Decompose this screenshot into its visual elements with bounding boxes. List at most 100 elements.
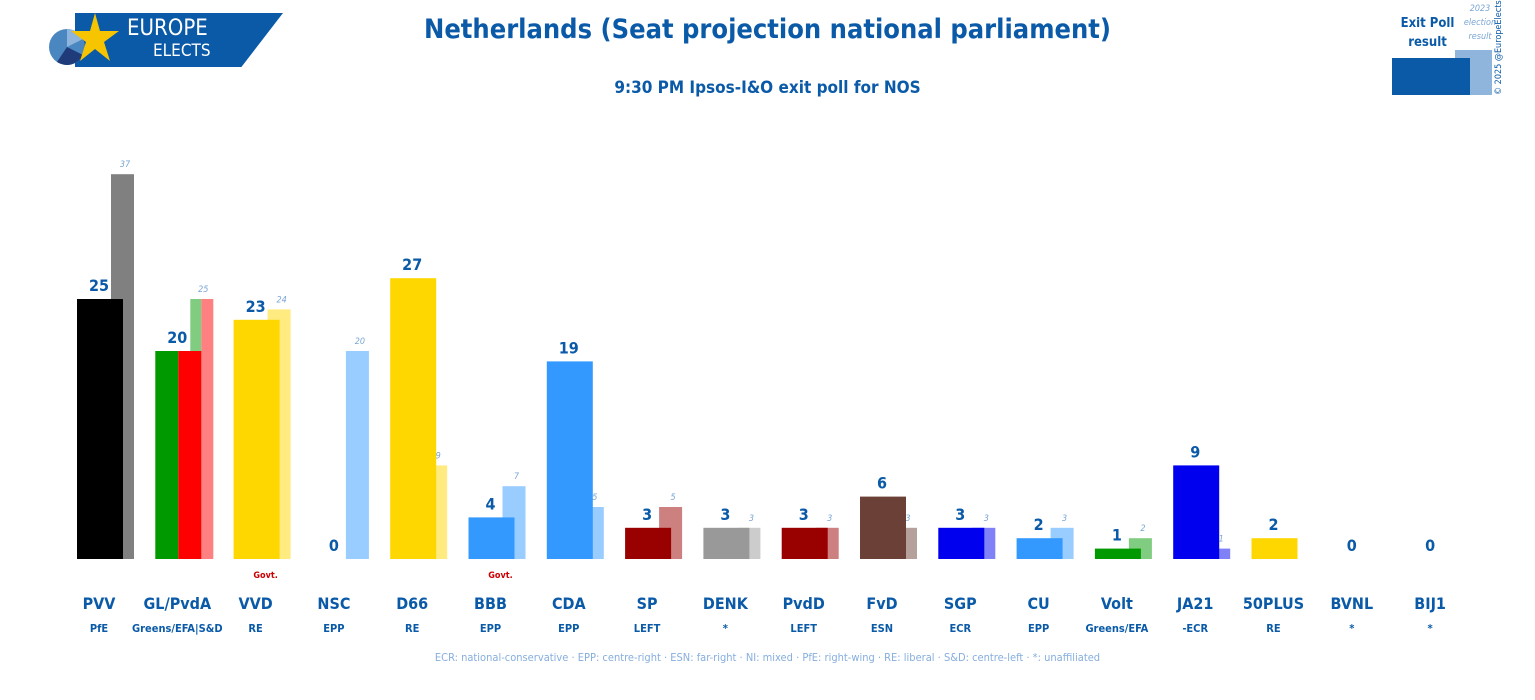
group-label: EPP bbox=[558, 622, 579, 635]
exit-bar-DENK bbox=[703, 527, 750, 559]
group-label: ESN bbox=[871, 622, 893, 635]
footnote: ECR: national-conservative · EPP: centre… bbox=[434, 651, 1101, 664]
exit-value-label: 0 bbox=[329, 536, 339, 555]
exit-bar-SP bbox=[625, 527, 672, 559]
exit-bar-VVD bbox=[233, 319, 280, 559]
exit-value-label: 4 bbox=[485, 494, 495, 513]
party-label: BBB bbox=[474, 594, 507, 613]
previous-value-label: 2 bbox=[1140, 524, 1145, 534]
group-label: PfE bbox=[90, 622, 109, 635]
exit-value-label: 2 bbox=[1268, 515, 1278, 534]
group-label: ECR bbox=[949, 622, 971, 635]
govt-annotation: Govt. bbox=[488, 571, 512, 581]
exit-value-label: 3 bbox=[720, 505, 730, 524]
exit-value-label: 20 bbox=[167, 328, 187, 347]
group-label: * bbox=[1428, 622, 1433, 635]
party-label: NSC bbox=[317, 594, 350, 613]
previous-value-label: 20 bbox=[355, 337, 365, 347]
previous-value-label: 3 bbox=[984, 514, 989, 524]
party-label: GL/PvdA bbox=[143, 594, 211, 613]
exit-value-label: 23 bbox=[246, 297, 266, 316]
exit-value-label: 1 bbox=[1112, 526, 1122, 545]
previous-value-label: 3 bbox=[905, 514, 910, 524]
exit-value-label: 6 bbox=[877, 474, 887, 493]
party-label: DENK bbox=[703, 594, 749, 613]
previous-bar-NSC bbox=[345, 351, 369, 559]
previous-bar-GL/PvdA bbox=[201, 299, 214, 559]
group-label: Greens/EFA bbox=[1085, 622, 1148, 635]
exit-bar-FvD bbox=[860, 496, 906, 559]
group-label: * bbox=[723, 622, 728, 635]
legend-current-swatch bbox=[1392, 58, 1470, 95]
group-label: LEFT bbox=[634, 622, 661, 635]
exit-value-label: 3 bbox=[955, 505, 965, 524]
exit-bar-SGP bbox=[938, 527, 985, 559]
legend-current-label: Exit Poll result bbox=[1400, 16, 1455, 50]
previous-value-label: 25 bbox=[198, 285, 208, 295]
group-label: RE bbox=[1266, 622, 1281, 635]
party-label: FvD bbox=[866, 594, 897, 613]
previous-value-label: 7 bbox=[514, 472, 520, 482]
logo-text-europe: EUROPE bbox=[127, 16, 208, 41]
party-label: Volt bbox=[1101, 594, 1133, 613]
exit-bar-CU bbox=[1016, 538, 1063, 559]
previous-value-label: 3 bbox=[749, 514, 754, 524]
party-label: PVV bbox=[83, 594, 117, 613]
party-label: VVD bbox=[238, 594, 272, 613]
exit-bar-GL/PvdA bbox=[155, 351, 179, 559]
previous-value-label: 37 bbox=[120, 160, 131, 170]
exit-value-label: 0 bbox=[1425, 536, 1435, 555]
group-label: Greens/EFA|S&D bbox=[132, 622, 223, 635]
legend: Exit Poll result 2023 election result bbox=[1390, 0, 1535, 100]
previous-value-label: 3 bbox=[827, 514, 832, 524]
group-label: -ECR bbox=[1182, 622, 1208, 635]
exit-bar-50PLUS bbox=[1251, 538, 1298, 559]
govt-annotation: Govt. bbox=[253, 571, 277, 581]
party-label: CDA bbox=[552, 594, 587, 613]
exit-bar-GL/PvdA bbox=[178, 351, 202, 559]
previous-value-label: 1 bbox=[1219, 535, 1224, 545]
logo-star-pie-icon bbox=[49, 13, 119, 65]
exit-value-label: 3 bbox=[642, 505, 652, 524]
europe-elects-logo: EUROPE ELECTS bbox=[45, 13, 285, 68]
chart-title: Netherlands (Seat projection national pa… bbox=[424, 14, 1111, 45]
exit-value-label: 3 bbox=[799, 505, 809, 524]
exit-value-label: 0 bbox=[1347, 536, 1357, 555]
group-label: * bbox=[1349, 622, 1354, 635]
group-label: RE bbox=[248, 622, 263, 635]
party-label: BVNL bbox=[1330, 594, 1373, 613]
previous-value-label: 5 bbox=[671, 493, 676, 503]
party-label: PvdD bbox=[783, 594, 825, 613]
exit-bar-JA21 bbox=[1173, 465, 1220, 559]
previous-value-label: 9 bbox=[436, 451, 441, 461]
group-label: LEFT bbox=[790, 622, 817, 635]
exit-bar-PvdD bbox=[781, 527, 828, 559]
exit-value-label: 25 bbox=[89, 276, 109, 295]
exit-bar-BBB bbox=[468, 517, 515, 559]
party-label: 50PLUS bbox=[1243, 594, 1304, 613]
group-label: EPP bbox=[323, 622, 344, 635]
group-label: RE bbox=[405, 622, 420, 635]
previous-value-label: 5 bbox=[592, 493, 597, 503]
exit-bar-Volt bbox=[1094, 548, 1141, 559]
party-label: SGP bbox=[944, 594, 977, 613]
exit-value-label: 2 bbox=[1034, 515, 1044, 534]
legend-previous-label: 2023 election result bbox=[1463, 4, 1497, 42]
exit-value-label: 9 bbox=[1190, 442, 1200, 461]
party-label: BIJ1 bbox=[1414, 594, 1446, 613]
exit-bar-PVV bbox=[77, 299, 123, 559]
logo-text-elects: ELECTS bbox=[153, 41, 211, 61]
exit-value-label: 27 bbox=[402, 255, 422, 274]
party-label: JA21 bbox=[1176, 594, 1214, 613]
exit-value-label: 19 bbox=[559, 338, 579, 357]
group-label: EPP bbox=[480, 622, 501, 635]
previous-value-label: 3 bbox=[1062, 514, 1067, 524]
group-label: EPP bbox=[1028, 622, 1049, 635]
party-label: CU bbox=[1027, 594, 1049, 613]
exit-bar-CDA bbox=[546, 361, 593, 559]
chart-subtitle: 9:30 PM Ipsos-I&O exit poll for NOS bbox=[614, 78, 921, 98]
party-label: D66 bbox=[396, 594, 428, 613]
party-label: SP bbox=[637, 594, 658, 613]
